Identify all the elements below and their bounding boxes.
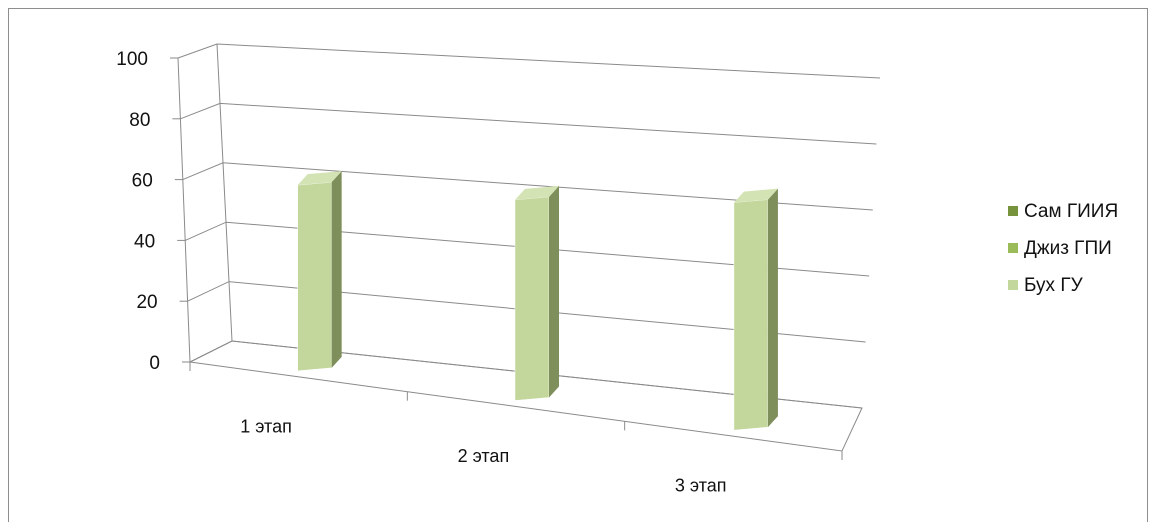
- legend-label: Джиз ГПИ: [1024, 238, 1112, 259]
- gridlines: [177, 43, 881, 409]
- y-tick-label: 80: [129, 110, 150, 131]
- y-tick-label: 40: [134, 231, 155, 252]
- bar: [733, 199, 769, 431]
- legend: Сам ГИИЯ Джиз ГПИ Бух ГУ: [1008, 201, 1118, 296]
- legend-label: Сам ГИИЯ: [1024, 201, 1118, 222]
- bar: [514, 196, 550, 401]
- y-tick-labels: 0 20 40 60 80 100: [116, 49, 160, 374]
- y-tick-label: 20: [136, 292, 157, 313]
- legend-swatch: [1008, 280, 1018, 290]
- legend-swatch: [1008, 206, 1018, 216]
- bar-top: [733, 188, 778, 203]
- x-tick-label: 3 этап: [675, 476, 727, 496]
- gridline: [177, 43, 881, 79]
- y-tick-label: 0: [149, 353, 160, 374]
- gridline: [180, 102, 877, 145]
- bar-top: [297, 171, 342, 186]
- bar: [297, 181, 332, 372]
- y-tick-label: 60: [132, 171, 153, 192]
- x-tick-label: 2 этап: [458, 446, 510, 466]
- legend-label: Бух ГУ: [1024, 275, 1084, 296]
- bar-top: [515, 185, 559, 200]
- y-axis-line: [177, 57, 191, 363]
- x-tick-labels: 1 этап 2 этап 3 этап: [240, 416, 726, 495]
- bars: [297, 171, 778, 431]
- axis-lines: [170, 57, 843, 460]
- x-tick-label: 1 этап: [240, 416, 292, 436]
- y-tick-label: 100: [116, 49, 148, 70]
- wall-edge: [216, 43, 233, 342]
- bar-side: [767, 188, 778, 428]
- chart-area: [8, 8, 1148, 522]
- bar-side: [331, 171, 342, 368]
- legend-swatch: [1008, 243, 1018, 253]
- bar-side: [549, 185, 559, 398]
